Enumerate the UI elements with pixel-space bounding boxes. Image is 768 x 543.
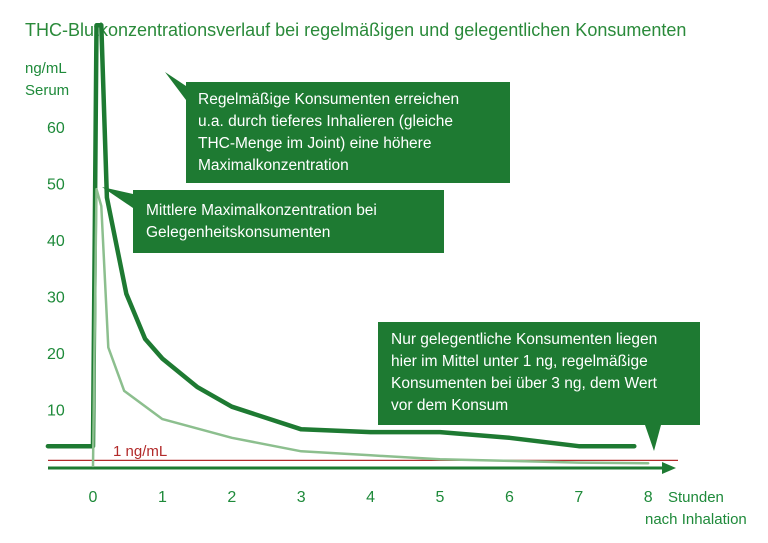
y-tick-label: 20 bbox=[47, 346, 65, 363]
annotation-baseline-box bbox=[378, 322, 700, 425]
y-tick-label: 60 bbox=[47, 120, 65, 137]
x-tick-label: 0 bbox=[89, 489, 98, 506]
annotation-baseline-line-3: Konsumenten bei über 3 ng, dem Wert bbox=[391, 375, 658, 392]
annotation-regular-pointer bbox=[165, 72, 186, 100]
series-line-occasional bbox=[91, 187, 650, 468]
x-axis-label-unit: Stunden bbox=[668, 489, 724, 506]
y-tick-labels: 10 20 30 40 50 60 bbox=[47, 120, 65, 420]
chart-title: THC-Blutkonzentrationsverlauf bei regelm… bbox=[25, 20, 686, 40]
y-axis-label-medium: Serum bbox=[25, 82, 69, 99]
annotation-regular-box bbox=[186, 82, 510, 183]
x-tick-label: 7 bbox=[574, 489, 583, 506]
x-tick-label: 3 bbox=[297, 489, 306, 506]
annotation-baseline-pointer bbox=[645, 425, 661, 451]
x-tick-label: 2 bbox=[227, 489, 236, 506]
annotation-regular-line-1: Regelmäßige Konsumenten erreichen bbox=[198, 91, 459, 108]
annotation-regular-line-4: Maximalkonzentration bbox=[198, 157, 349, 174]
annotation-baseline-line-2: hier im Mittel unter 1 ng, regelmäßige bbox=[391, 353, 648, 370]
x-tick-label: 6 bbox=[505, 489, 514, 506]
annotation-baseline: Nur gelegentliche Konsumenten liegen hie… bbox=[378, 322, 700, 451]
annotation-baseline-line-1: Nur gelegentliche Konsumenten liegen bbox=[391, 331, 657, 348]
x-axis-arrow bbox=[662, 462, 676, 474]
reference-line-label: 1 ng/mL bbox=[113, 443, 167, 460]
x-tick-labels: 0 1 2 3 4 5 6 7 8 bbox=[89, 489, 653, 506]
y-tick-label: 40 bbox=[47, 233, 65, 250]
annotation-occasional-pointer bbox=[102, 187, 133, 208]
y-axis-label-unit: ng/mL bbox=[25, 60, 67, 77]
annotation-occasional-line-1: Mittlere Maximalkonzentration bei bbox=[146, 202, 377, 219]
x-tick-label: 8 bbox=[644, 489, 653, 506]
series-group bbox=[45, 23, 650, 468]
x-axis-label-context: nach Inhalation bbox=[645, 511, 747, 528]
annotation-regular-line-2: u.a. durch tieferes Inhalieren (gleiche bbox=[198, 113, 453, 130]
annotation-occasional-line-2: Gelegenheitskonsumenten bbox=[146, 224, 330, 241]
annotation-baseline-line-4: vor dem Konsum bbox=[391, 397, 508, 414]
y-tick-label: 30 bbox=[47, 290, 65, 307]
y-tick-label: 50 bbox=[47, 177, 65, 194]
x-tick-label: 1 bbox=[158, 489, 167, 506]
annotation-occasional-max: Mittlere Maximalkonzentration bei Gelege… bbox=[102, 187, 444, 253]
y-tick-label: 10 bbox=[47, 403, 65, 420]
series-line-regular bbox=[45, 23, 637, 449]
annotation-regular-line-3: THC-Menge im Joint) eine höhere bbox=[198, 135, 431, 152]
x-tick-label: 5 bbox=[436, 489, 445, 506]
annotation-regular-max: Regelmäßige Konsumenten erreichen u.a. d… bbox=[165, 72, 510, 183]
x-tick-label: 4 bbox=[366, 489, 375, 506]
annotation-occasional-box bbox=[133, 190, 444, 253]
